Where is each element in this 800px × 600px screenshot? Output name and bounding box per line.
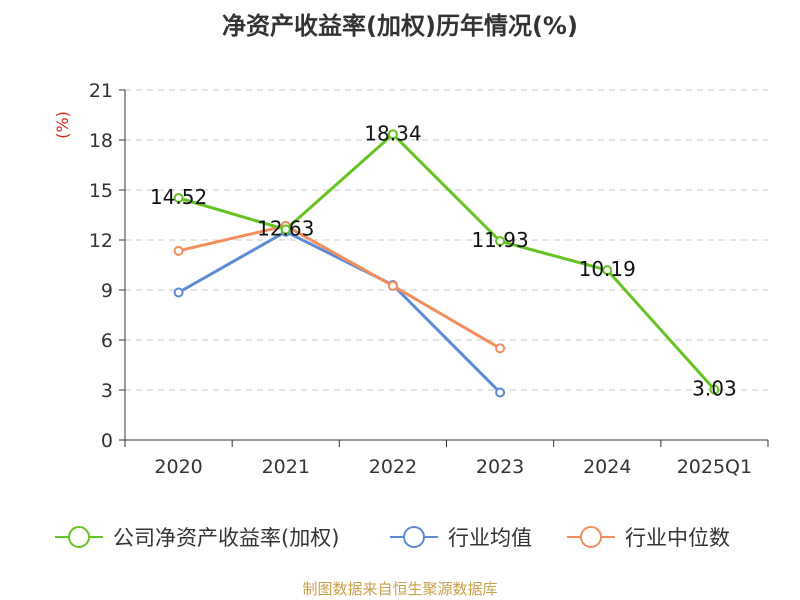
y-tick-label: 12 bbox=[89, 230, 113, 252]
data-point bbox=[173, 287, 184, 298]
legend-label: 行业均值 bbox=[448, 526, 532, 550]
y-axis-label: (%) bbox=[53, 111, 72, 139]
data-point bbox=[495, 343, 506, 354]
legend-label: 公司净资产收益率(加权) bbox=[113, 526, 339, 550]
data-point bbox=[495, 387, 506, 398]
data-point bbox=[709, 384, 720, 395]
data-label: 14.52 bbox=[150, 185, 207, 209]
y-tick-label: 0 bbox=[101, 430, 113, 452]
legend-marker bbox=[68, 526, 90, 548]
x-tick-label: 2024 bbox=[583, 456, 631, 478]
chart-title: 净资产收益率(加权)历年情况(%) bbox=[222, 12, 578, 40]
y-tick-label: 21 bbox=[89, 80, 113, 102]
legend-label: 行业中位数 bbox=[625, 526, 730, 550]
y-tick-label: 15 bbox=[89, 180, 113, 202]
data-point bbox=[387, 129, 398, 140]
x-tick-label: 2021 bbox=[262, 456, 310, 478]
y-tick-label: 9 bbox=[101, 280, 113, 302]
data-point bbox=[280, 224, 291, 235]
legend-marker bbox=[580, 526, 602, 548]
y-tick-label: 3 bbox=[101, 380, 113, 402]
data-label: 18.34 bbox=[364, 121, 421, 145]
x-tick-label: 2020 bbox=[154, 456, 202, 478]
data-label: 10.19 bbox=[579, 257, 636, 281]
series-line bbox=[178, 132, 716, 391]
series-line bbox=[178, 224, 501, 350]
x-tick-label: 2023 bbox=[476, 456, 524, 478]
data-point bbox=[173, 245, 184, 256]
data-label: 12.63 bbox=[257, 217, 314, 241]
series-line bbox=[177, 230, 502, 394]
data-point bbox=[173, 193, 184, 203]
data-point bbox=[387, 280, 398, 291]
data-label: 3.03 bbox=[692, 377, 737, 401]
y-tick-label: 6 bbox=[101, 330, 113, 352]
y-tick-label: 18 bbox=[89, 130, 113, 152]
x-tick-label: 2022 bbox=[369, 456, 417, 478]
legend-marker bbox=[403, 526, 425, 548]
data-point bbox=[495, 236, 506, 247]
x-tick-label: 2025Q1 bbox=[677, 456, 752, 478]
data-point bbox=[602, 265, 613, 276]
data-label: 11.93 bbox=[471, 228, 528, 252]
data-source-note: 制图数据来自恒生聚源数据库 bbox=[302, 580, 498, 598]
